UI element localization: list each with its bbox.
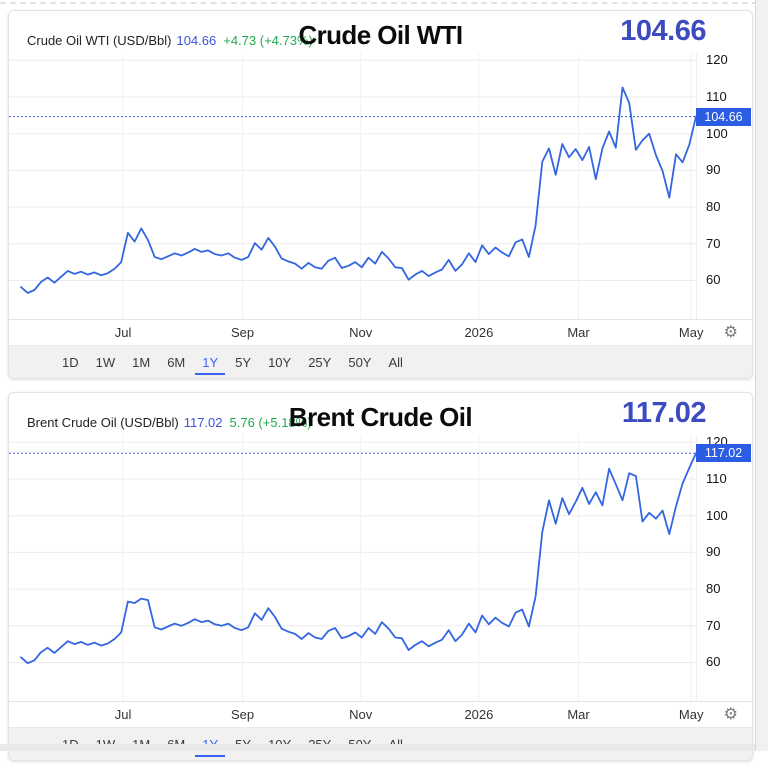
x-axis-label: May [678,707,704,722]
x-axis-label: Mar [567,325,590,340]
y-axis-label: 80 [706,581,721,597]
instrument-name: Brent Crude Oil (USD/Bbl) [27,415,179,430]
y-axis-label: 110 [706,471,727,487]
page-bottom-strip [0,744,768,751]
y-axis-label: 90 [706,162,721,178]
x-axis-label: Mar [567,707,590,722]
range-button-25y[interactable]: 25Y [308,354,332,370]
chart-title: Crude Oil WTI [298,20,463,50]
y-axis-label: 70 [706,617,721,633]
x-axis-label: Sep [231,325,255,340]
y-axis: 60 70 80 90 100 110 120 [696,434,752,701]
x-axis: ⚙ Jul Sep Nov 2026 Mar May [9,319,752,345]
x-axis-label: Sep [231,707,255,722]
y-axis-label: 120 [706,52,728,68]
page-scrollbar-strip[interactable] [755,0,768,751]
y-axis-label: 100 [706,125,728,141]
y-axis-label: 70 [706,235,721,251]
x-axis-label: Nov [349,707,373,722]
chart-plot-area[interactable]: 60 70 80 90 100 110 120 104.66 [9,52,752,319]
x-axis: ⚙ Jul Sep Nov 2026 Mar May [9,701,752,727]
range-button-all[interactable]: All [388,354,403,370]
chart-title: Brent Crude Oil [288,402,473,432]
instrument-change: 5.76 (+5.18%) [229,415,312,430]
x-axis-label: May [678,325,704,340]
current-price-badge: 117.02 [696,444,751,463]
x-axis-label: Jul [114,707,132,722]
current-price: 104.66 [620,15,706,47]
price-line-chart[interactable] [9,435,696,701]
top-dashed-border [0,2,768,4]
x-axis-label: 2026 [464,707,494,722]
range-button-1w[interactable]: 1W [95,354,116,370]
range-button-5y[interactable]: 5Y [235,354,252,370]
y-axis-label: 60 [706,272,721,288]
y-axis-label: 110 [706,89,727,105]
page: Crude Oil WTI (USD/Bbl) 104.66 +4.73 (+4.7… [8,10,753,774]
range-selector: 1D 1W 1M 6M 1Y 5Y 10Y 25Y 50Y All [9,345,752,378]
chart-plot-area[interactable]: 60 70 80 90 100 110 120 117.02 [9,434,752,701]
y-axis-label: 80 [706,199,721,215]
chart-header: Crude Oil WTI (USD/Bbl) 104.66 +4.73 (+4.7… [9,11,752,53]
instrument-price: 117.02 [183,415,223,430]
y-axis-label: 60 [706,654,721,670]
range-button-6m[interactable]: 6M [167,354,186,370]
range-button-1y[interactable]: 1Y [195,350,226,375]
instrument-line: Brent Crude Oil (USD/Bbl) 117.02 5.76 (+5.… [27,415,312,430]
range-button-50y[interactable]: 50Y [348,354,372,370]
instrument-change: +4.73 (+4.73%) [223,33,313,48]
x-axis-label: Jul [114,325,132,340]
x-axis-label: Nov [349,325,373,340]
instrument-name: Crude Oil WTI (USD/Bbl) [27,33,172,48]
current-price-badge: 104.66 [696,107,751,126]
settings-gear-icon[interactable]: ⚙ [723,324,738,341]
instrument-price: 104.66 [176,33,217,48]
current-price: 117.02 [621,397,707,429]
y-axis-label: 100 [706,507,728,523]
chart-header: Brent Crude Oil (USD/Bbl) 117.02 5.76 (+5.… [9,393,752,435]
price-line-chart[interactable] [9,53,696,319]
instrument-line: Crude Oil WTI (USD/Bbl) 104.66 +4.73 (+4.7… [27,33,313,48]
x-axis-label: 2026 [464,325,494,340]
settings-gear-icon[interactable]: ⚙ [723,706,738,723]
range-button-10y[interactable]: 10Y [268,354,292,370]
range-button-1m[interactable]: 1M [132,354,151,370]
range-button-1d[interactable]: 1D [62,354,79,370]
y-axis-label: 90 [706,544,721,560]
chart-card-wti: Crude Oil WTI (USD/Bbl) 104.66 +4.73 (+4.7… [8,10,753,379]
chart-card-brent: Brent Crude Oil (USD/Bbl) 117.02 5.76 (+5.… [8,392,753,761]
y-axis: 60 70 80 90 100 110 120 [696,52,752,319]
